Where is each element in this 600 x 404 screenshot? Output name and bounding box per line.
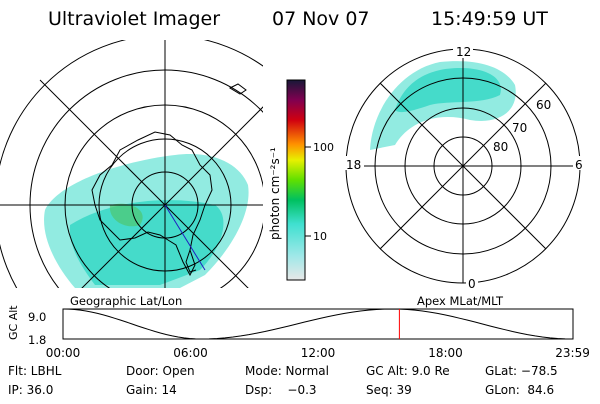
mlt-label-0: 0: [468, 277, 476, 291]
mlat-label-60: 60: [536, 98, 551, 112]
status-door: Door: Open: [126, 364, 195, 378]
status-glat: GLat: −78.5: [485, 364, 558, 378]
xtick-label: 00:00: [46, 346, 81, 360]
colorbar-unit-label: photon cm⁻²s⁻¹: [268, 147, 282, 240]
status-gc-alt: GC Alt: 9.0 Re: [366, 364, 450, 378]
timeline-frame: [62, 308, 574, 340]
xtick-label: 23:59: [555, 346, 590, 360]
colorbar: 100 10 photon cm⁻²s⁻¹: [268, 79, 334, 281]
coastline: [91, 131, 213, 277]
status-ip: IP: 36.0: [8, 383, 53, 397]
colorbar-label-100: 100: [313, 141, 334, 154]
instrument-title: Ultraviolet Imager: [48, 8, 220, 30]
lon-lines: [0, 40, 263, 288]
date-text: 07 Nov 07: [272, 8, 370, 30]
mlt-label-12: 12: [456, 45, 471, 59]
mlt-18-bg: [344, 156, 364, 170]
colorbar-label-10: 10: [313, 230, 327, 243]
footer-status: Flt: LBHL Door: Open Mode: Normal GC Alt…: [8, 364, 558, 397]
status-seq: Seq: 39: [366, 383, 412, 397]
mlat-label-80: 80: [493, 140, 508, 154]
mlt-label-6: 6: [575, 158, 583, 172]
mlt-lines: [346, 49, 580, 283]
geographic-map: [0, 40, 263, 288]
aurora-green-patch: [109, 203, 143, 227]
mlt-0-bg: [466, 276, 478, 290]
magnetic-map: 12 18 6 0 60 70 80: [344, 44, 585, 291]
timeline-x-ticks: 00:00 06:00 12:00 18:00 23:59: [46, 346, 590, 360]
status-filter: Flt: LBHL: [8, 364, 62, 378]
colorbar-gradient: [286, 79, 306, 281]
ytick-label-bottom: 1.8: [28, 333, 46, 347]
timeline-ylabel: GC Alt: [7, 305, 20, 340]
status-dsp: Dsp: −0.3: [245, 383, 317, 397]
ytick-label-top: 9.0: [28, 310, 46, 324]
mlt-12-bg: [453, 44, 473, 58]
xtick-label: 06:00: [173, 346, 208, 360]
timeline-plot: GC Alt 9.0 1.8 00:00 06:00 12:00 18:00 23:59: [7, 305, 590, 360]
mlt-6-bg: [573, 156, 585, 170]
gc-alt-series: [62, 308, 573, 340]
aurora-core-left: [69, 200, 224, 285]
status-glon: GLon: 84.6: [485, 383, 554, 397]
xtick-label: 18:00: [428, 346, 463, 360]
gc-alt-line: [62, 308, 573, 340]
magnetic-label: Apex MLat/MLT: [417, 294, 504, 308]
mlat-label-70: 70: [512, 121, 527, 135]
status-mode: Mode: Normal: [245, 364, 329, 378]
mlt-label-18: 18: [346, 158, 361, 172]
time-text: 15:49:59 UT: [431, 8, 548, 30]
terminator-line: [164, 204, 206, 271]
xtick-label: 12:00: [301, 346, 336, 360]
island-coast: [228, 83, 247, 95]
peninsula-coast: [185, 249, 197, 273]
status-gain: Gain: 14: [126, 383, 177, 397]
geographic-label: Geographic Lat/Lon: [70, 294, 182, 308]
